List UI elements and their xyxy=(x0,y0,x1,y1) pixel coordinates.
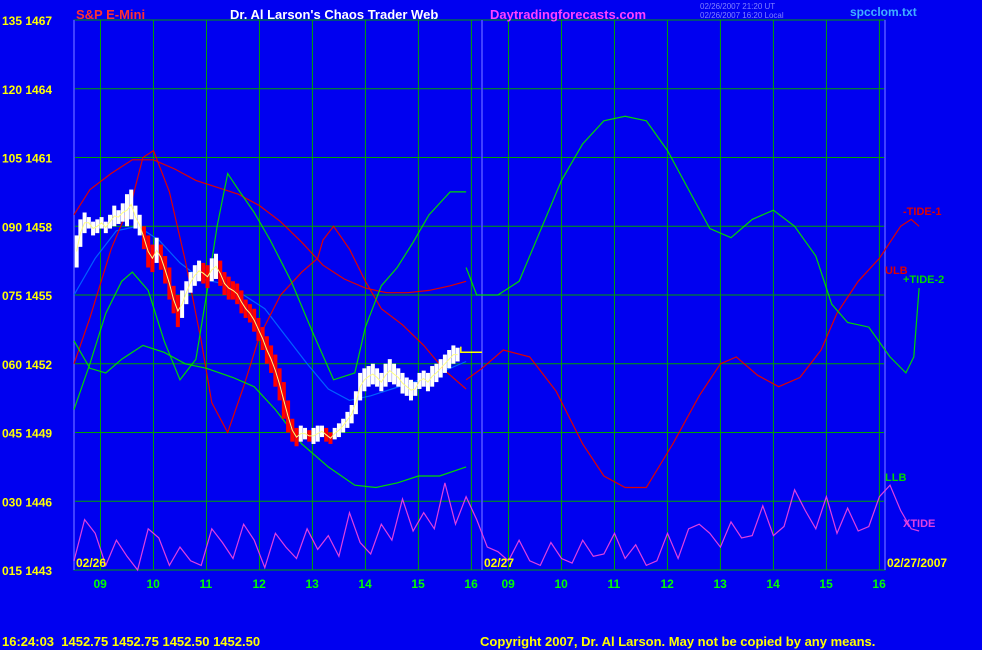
series-tide1_fore xyxy=(465,218,920,489)
date-label: 02/26 xyxy=(76,556,106,570)
x-tick-label: 11 xyxy=(607,577,620,591)
quote-readout: 16:24:03 1452.75 1452.75 1452.50 1452.50 xyxy=(2,634,260,649)
series-label: XTIDE xyxy=(903,518,935,530)
date-label: 02/27/2007 xyxy=(887,556,947,570)
series-tide2_fore xyxy=(465,115,920,374)
x-tick-label: 16 xyxy=(872,577,886,591)
x-tick-label: 15 xyxy=(411,577,425,591)
grid xyxy=(73,19,886,571)
copyright-notice: Copyright 2007, Dr. Al Larson. May not b… xyxy=(480,634,875,649)
x-tick-label: 13 xyxy=(713,577,727,591)
y-tick-label: 015 1443 xyxy=(2,564,52,578)
series-tide1_a xyxy=(73,159,467,294)
x-tick-label: 12 xyxy=(252,577,266,591)
x-tick-label: 10 xyxy=(554,577,568,591)
series-label: ULB xyxy=(885,265,908,277)
x-tick-label: 12 xyxy=(660,577,674,591)
series-label: LLB xyxy=(885,472,906,484)
chart-title: Dr. Al Larson's Chaos Trader Web xyxy=(230,7,438,22)
date-label: 02/27 xyxy=(484,556,514,570)
series-label: -TIDE-1 xyxy=(903,206,942,218)
y-tick-label: 045 1449 xyxy=(2,427,52,441)
x-tick-label: 09 xyxy=(501,577,515,591)
y-tick-label: 075 1455 xyxy=(2,289,52,303)
series-xtide xyxy=(73,482,920,572)
y-tick-label: 105 1461 xyxy=(2,152,52,166)
x-tick-label: 14 xyxy=(766,577,780,591)
price-bar xyxy=(455,347,460,362)
y-tick-label: 060 1452 xyxy=(2,358,52,372)
y-tick-label: 120 1464 xyxy=(2,83,52,97)
x-tick-label: 16 xyxy=(464,577,478,591)
series-tide2_b xyxy=(73,171,467,410)
y-tick-label: 090 1458 xyxy=(2,220,52,234)
x-tick-label: 09 xyxy=(93,577,107,591)
price-bars xyxy=(74,189,482,447)
axis-labels: 135 1467 120 1464 105 1461 090 1458 075 1455… xyxy=(2,14,947,591)
x-tick-label: 14 xyxy=(358,577,372,591)
series-tide2_a xyxy=(73,340,467,489)
y-tick-label: 135 1467 xyxy=(2,14,52,28)
file-name: spcclom.txt xyxy=(850,5,917,19)
last-price-marker xyxy=(460,346,482,354)
price-smooth-line xyxy=(76,203,458,439)
site-label: Daytradingforecasts.com xyxy=(490,7,646,22)
instrument-label: S&P E-Mini xyxy=(76,7,145,22)
y-tick-label: 030 1446 xyxy=(2,495,52,509)
x-tick-label: 11 xyxy=(199,577,212,591)
stamp-line-1: 02/26/2007 21:20 UT xyxy=(700,2,775,11)
series-label: +TIDE-2 xyxy=(903,274,944,286)
stamp-line-2: 02/26/2007 16:20 Local xyxy=(700,11,784,20)
x-tick-label: 15 xyxy=(819,577,833,591)
x-tick-label: 10 xyxy=(146,577,160,591)
x-tick-label: 13 xyxy=(305,577,319,591)
